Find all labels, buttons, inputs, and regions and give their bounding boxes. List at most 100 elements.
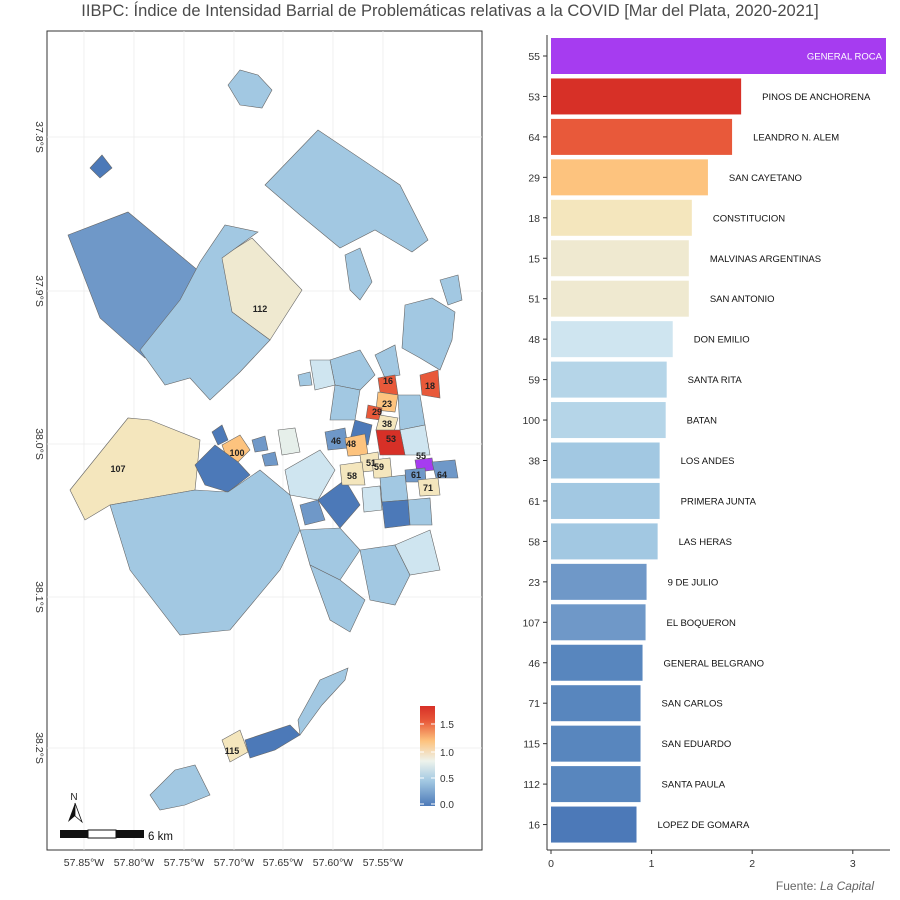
map-x-tick: 57.55°W — [363, 857, 403, 869]
bar-id-tick: 100 — [522, 415, 540, 427]
district-urban-6 — [394, 529, 441, 576]
bar — [551, 361, 667, 398]
bar-id-tick: 16 — [528, 820, 540, 832]
district-east-strip — [344, 247, 373, 301]
map-label: 38 — [382, 419, 392, 429]
bar — [551, 442, 660, 479]
source-name: La Capital — [819, 879, 874, 893]
bar-id-tick: 38 — [528, 456, 540, 468]
bar-label: PINOS DE ANCHORENA — [762, 92, 871, 103]
bar — [551, 78, 742, 115]
bar-label: SANTA RITA — [688, 375, 743, 386]
map-y-tick: 38.2°S — [33, 732, 45, 764]
map-x-tick: 57.65°W — [263, 857, 303, 869]
district-south-dark — [244, 724, 301, 759]
bar — [551, 725, 641, 762]
district-115 — [221, 729, 249, 763]
district-small-c — [297, 371, 313, 387]
legend-tick: 1.0 — [440, 748, 454, 759]
map-label: 55 — [416, 451, 426, 461]
map-label: 100 — [229, 448, 244, 458]
bar-label: SANTA PAULA — [662, 780, 726, 791]
bar — [551, 38, 886, 74]
district-mid-west — [139, 224, 271, 401]
district-large-northeast — [264, 129, 429, 253]
bar-label: CONSTITUCION — [713, 213, 785, 224]
bar-label: LEANDRO N. ALEM — [753, 132, 839, 143]
bar — [551, 402, 666, 439]
district-71 — [417, 477, 441, 497]
map-label: 48 — [346, 439, 356, 449]
map-x-tick: 57.60°W — [313, 857, 353, 869]
bar-id-tick: 15 — [528, 253, 540, 265]
bar-id-tick: 23 — [528, 577, 540, 589]
x-tick-label: 0 — [548, 858, 554, 870]
north-arrow-icon: N — [68, 792, 83, 824]
bar-label: DON EMILIO — [694, 335, 750, 346]
map-label: 23 — [382, 399, 392, 409]
bar-id-tick: 59 — [528, 375, 540, 387]
bar-id-tick: 55 — [528, 51, 540, 63]
bar — [551, 523, 658, 560]
bar — [551, 482, 660, 519]
map-polygons — [67, 69, 463, 811]
legend-tick: 0.5 — [440, 774, 454, 785]
district-coast-north — [401, 297, 456, 371]
map-x-axis: 57.85°W 57.80°W 57.75°W 57.70°W 57.65°W … — [64, 857, 403, 869]
bar-label: LAS HERAS — [679, 537, 732, 548]
map-label: 112 — [253, 304, 268, 314]
district-coast-tip — [439, 274, 463, 306]
bar-label: 9 DE JULIO — [668, 577, 719, 588]
bar — [551, 604, 646, 641]
map-x-tick: 57.75°W — [164, 857, 204, 869]
bar-label: SAN ANTONIO — [710, 294, 775, 305]
map-label: 29 — [372, 407, 382, 417]
source-prefix: Fuente: — [775, 879, 820, 893]
map-label: 53 — [386, 434, 396, 444]
x-tick-label: 1 — [649, 858, 655, 870]
district-58 — [339, 461, 366, 486]
district-18 — [419, 369, 441, 399]
map-label: 16 — [383, 376, 393, 386]
district-small-b — [261, 451, 279, 467]
map-y-tick: 37.9°S — [33, 275, 45, 307]
bar-label: LOS ANDES — [681, 456, 735, 467]
scale-bar: 6 km — [60, 829, 173, 843]
legend-tick: 1.5 — [440, 720, 454, 731]
bar-id-tick: 115 — [523, 739, 540, 751]
map-label: 107 — [110, 464, 125, 474]
bar — [551, 806, 637, 843]
map-polygon-labels: 112 107 100 16 18 23 29 38 46 48 53 51 5… — [110, 304, 447, 756]
bar — [551, 321, 673, 358]
district-53 — [375, 429, 406, 456]
district-urban-4 — [309, 564, 366, 633]
map-label: 61 — [411, 470, 421, 480]
district-urban-17 — [361, 485, 383, 513]
map-y-tick: 38.0°S — [33, 428, 45, 460]
map-label: 64 — [437, 470, 447, 480]
map-label: 51 — [366, 458, 376, 468]
district-urban-16 — [407, 497, 433, 526]
bar-label: SAN CARLOS — [662, 699, 723, 710]
x-tick-label: 2 — [749, 858, 755, 870]
map-label: 46 — [331, 436, 341, 446]
bar — [551, 159, 708, 196]
district-small-dark — [211, 424, 229, 446]
district-north-small — [227, 69, 273, 109]
scale-label: 6 km — [148, 831, 173, 843]
map-y-tick: 37.8°S — [33, 121, 45, 153]
district-64 — [431, 459, 459, 479]
bar-id-tick: 61 — [528, 496, 540, 508]
bar — [551, 685, 641, 722]
bar — [551, 644, 643, 681]
bar-id-tick: 71 — [528, 698, 540, 710]
x-tick-label: 3 — [850, 858, 856, 870]
district-23 — [375, 391, 399, 413]
bar-label: LOPEZ DE GOMARA — [658, 820, 751, 831]
map-label: 59 — [374, 462, 384, 472]
map-x-tick: 57.80°W — [114, 857, 154, 869]
district-urban-2 — [317, 479, 361, 529]
